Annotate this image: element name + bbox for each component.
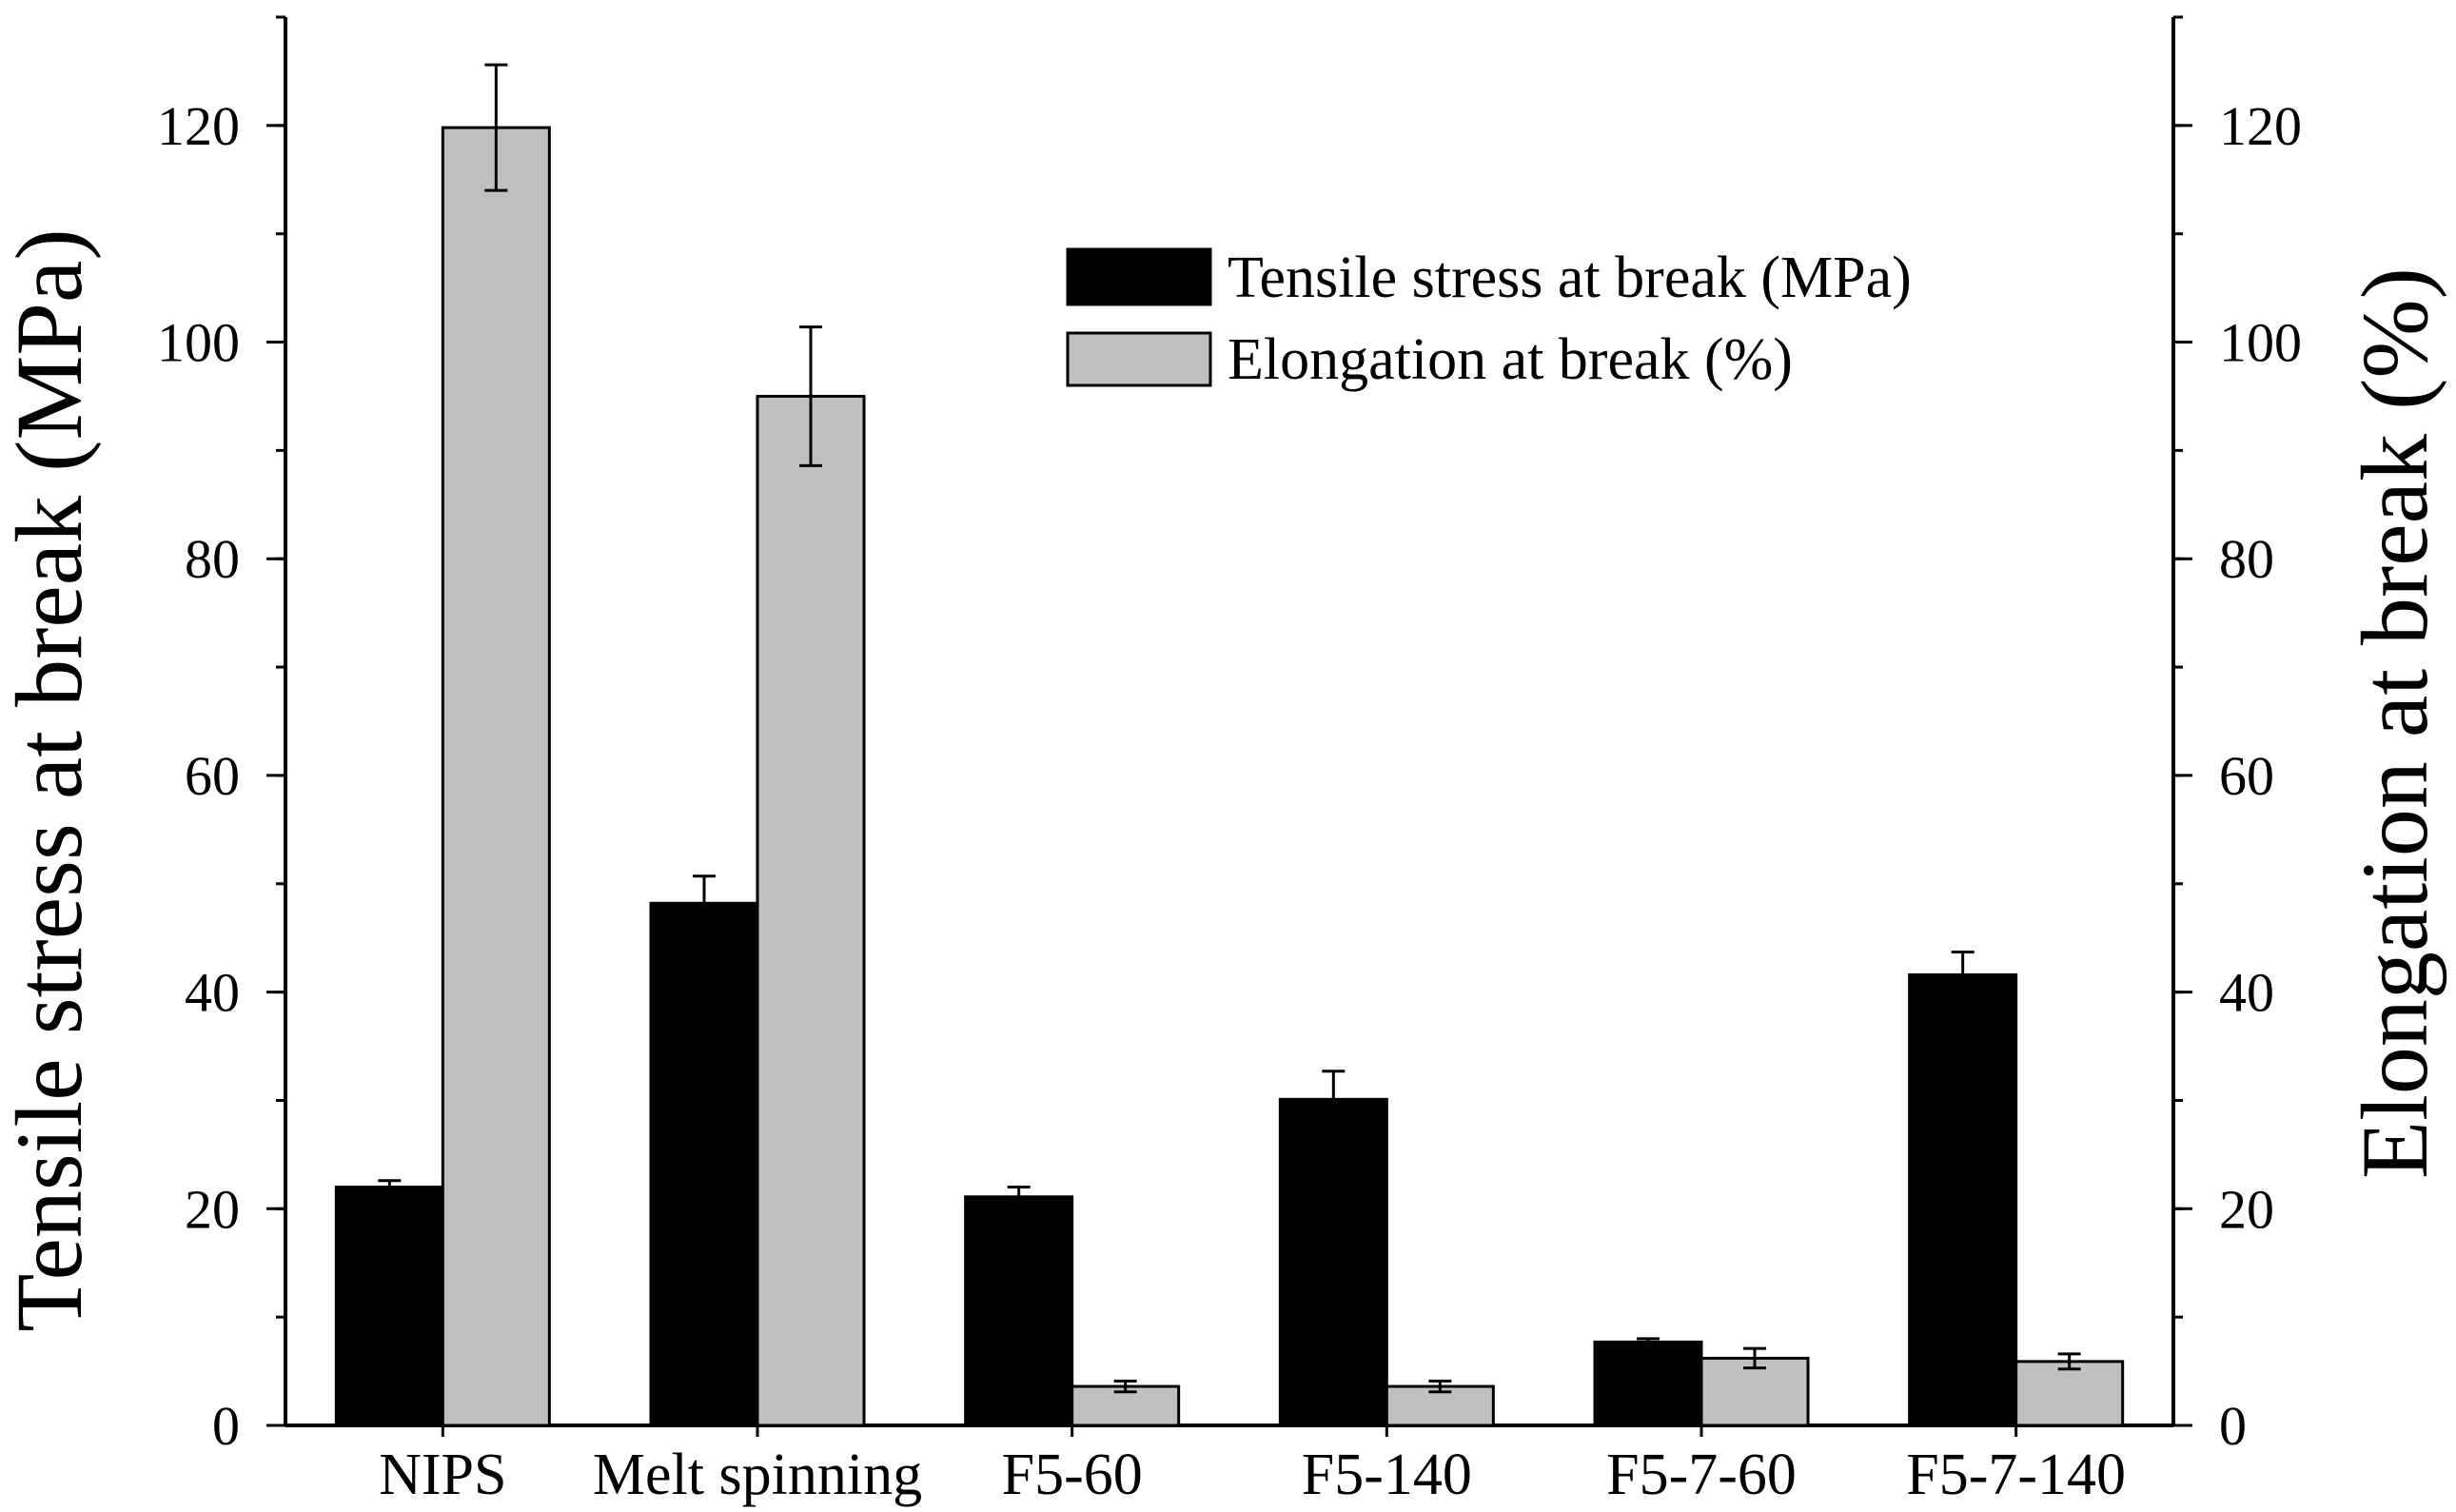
y2-tick-label: 100	[2219, 312, 2302, 374]
legend-label-tensile: Tensile stress at break (MPa)	[1228, 245, 1912, 310]
y-tick-label: 20	[185, 1178, 240, 1240]
bars	[334, 63, 2125, 1427]
elongation-bar	[2014, 1360, 2125, 1427]
elongation-bar	[441, 126, 551, 1427]
legend: Tensile stress at break (MPa) Elongation…	[1066, 245, 1912, 392]
y2-tick-label: 120	[2219, 95, 2302, 157]
y2-tick-label: 80	[2219, 528, 2274, 590]
x-tick-label: F5-7-140	[1906, 1443, 2126, 1507]
legend-label-elongation: Elongation at break (%)	[1228, 327, 1793, 392]
y2-tick-label: 20	[2219, 1178, 2274, 1240]
y2-axis-title: Elongation at break (%)	[2342, 267, 2447, 1179]
labels: 0 20 40 60 80 100 120 0 20 40 60 80 100 120 NIPS Melt s…	[157, 95, 2302, 1507]
y-tick-label: 0	[212, 1395, 240, 1457]
legend-swatch-elongation	[1066, 331, 1212, 387]
y-tick-label: 80	[185, 528, 240, 590]
legend-swatch-tensile	[1066, 247, 1212, 306]
y2-tick-label: 60	[2219, 745, 2274, 807]
x-tick-label: F5-60	[1002, 1443, 1143, 1507]
tensile-bar	[334, 1186, 444, 1427]
x-tick-label: F5-140	[1302, 1443, 1472, 1507]
elongation-bar	[756, 394, 866, 1427]
tensile-bar	[1908, 972, 2018, 1427]
y-tick-label: 60	[185, 745, 240, 807]
x-tick-label: Melt spinning	[593, 1443, 922, 1507]
y-tick-label: 40	[185, 962, 240, 1024]
y-tick-label: 100	[157, 312, 240, 374]
y2-tick-label: 40	[2219, 962, 2274, 1024]
y-axis-title: Tensile stress at break (MPa)	[0, 228, 102, 1331]
tensile-bar	[1278, 1097, 1388, 1427]
axes	[266, 15, 2192, 1437]
y2-tick-label: 0	[2219, 1395, 2247, 1457]
y-tick-label: 120	[157, 95, 240, 157]
tensile-bar	[649, 901, 759, 1427]
tensile-bar	[1593, 1340, 1703, 1427]
x-tick-label: F5-7-60	[1606, 1443, 1797, 1507]
elongation-bar	[1700, 1356, 1810, 1427]
tensile-bar	[964, 1195, 1074, 1427]
x-tick-label: NIPS	[379, 1443, 506, 1507]
